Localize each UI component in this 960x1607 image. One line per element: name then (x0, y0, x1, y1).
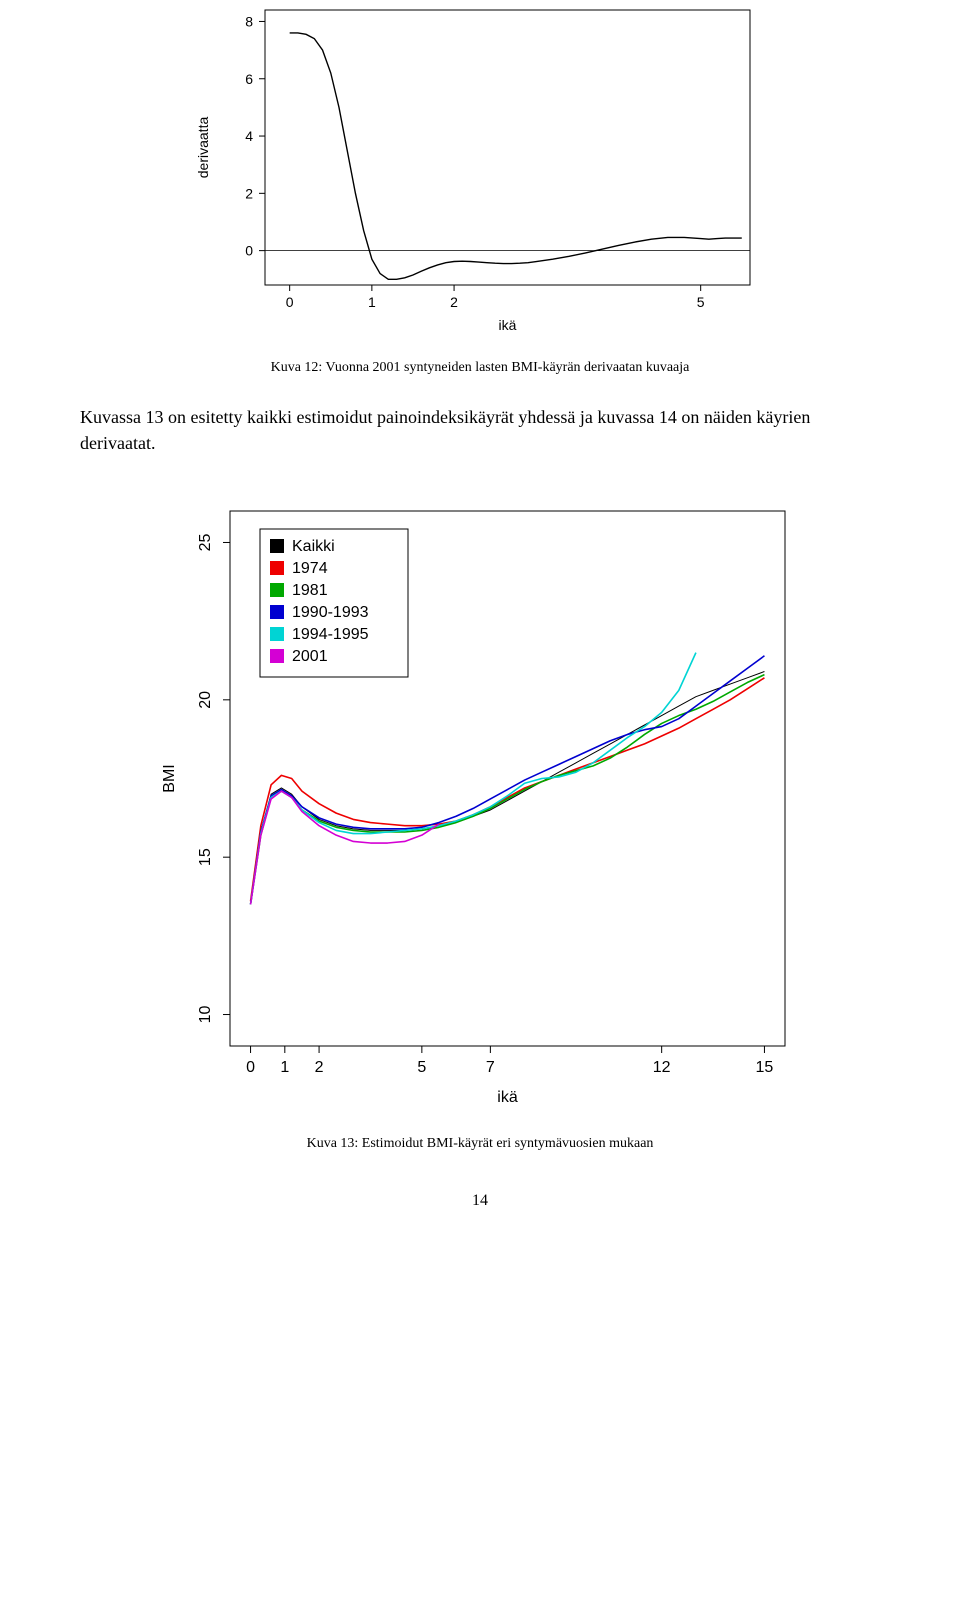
page-number: 14 (80, 1192, 880, 1210)
svg-text:0: 0 (245, 243, 253, 259)
caption-fig-13: Kuva 13: Estimoidut BMI-käyrät eri synty… (80, 1136, 880, 1152)
svg-text:0: 0 (246, 1059, 255, 1076)
chart-2-container: 01257121510152025ikäBMIKaikki19741981199… (80, 496, 880, 1116)
svg-text:8: 8 (245, 13, 253, 29)
svg-text:20: 20 (197, 691, 214, 709)
svg-text:15: 15 (756, 1059, 774, 1076)
svg-text:2: 2 (245, 185, 253, 201)
svg-text:4: 4 (245, 128, 253, 144)
svg-text:12: 12 (653, 1059, 671, 1076)
bmi-curves-chart: 01257121510152025ikäBMIKaikki19741981199… (150, 496, 810, 1116)
derivative-chart: 0 1 2 5 0 2 4 6 8 ikä derivaatta (180, 0, 780, 340)
svg-text:5: 5 (417, 1059, 426, 1076)
svg-text:ikä: ikä (499, 317, 517, 333)
svg-text:25: 25 (197, 534, 214, 552)
svg-text:ikä: ikä (497, 1089, 518, 1106)
svg-text:1: 1 (368, 294, 376, 310)
svg-text:BMI: BMI (161, 764, 178, 792)
svg-text:1974: 1974 (292, 560, 328, 577)
svg-text:derivaatta: derivaatta (195, 117, 211, 179)
svg-text:5: 5 (697, 294, 705, 310)
svg-text:0: 0 (286, 294, 294, 310)
caption-fig-12: Kuva 12: Vuonna 2001 syntyneiden lasten … (80, 360, 880, 376)
svg-text:1990-1993: 1990-1993 (292, 604, 369, 621)
chart-1-container: 0 1 2 5 0 2 4 6 8 ikä derivaatta (80, 0, 880, 340)
svg-text:Kaikki: Kaikki (292, 538, 335, 555)
svg-text:2001: 2001 (292, 648, 328, 665)
body-paragraph: Kuvassa 13 on esitetty kaikki estimoidut… (80, 404, 880, 456)
svg-text:1: 1 (280, 1059, 289, 1076)
svg-text:2: 2 (450, 294, 458, 310)
svg-text:6: 6 (245, 71, 253, 87)
svg-text:15: 15 (197, 848, 214, 866)
svg-text:2: 2 (315, 1059, 324, 1076)
svg-text:10: 10 (197, 1006, 214, 1024)
svg-text:1994-1995: 1994-1995 (292, 626, 369, 643)
svg-text:1981: 1981 (292, 582, 328, 599)
svg-text:7: 7 (486, 1059, 495, 1076)
